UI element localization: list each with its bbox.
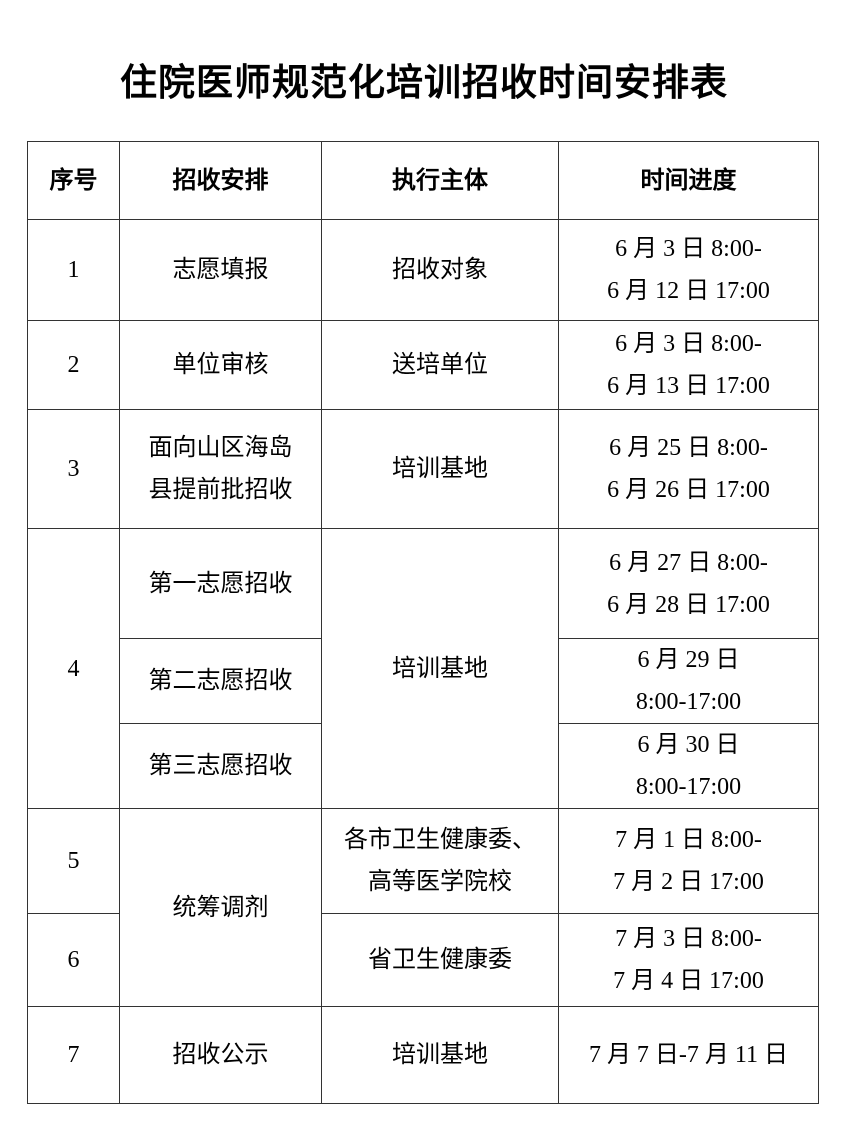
line: 招收公示 (172, 1042, 269, 1068)
line: 7 月 3 日 8:00- (615, 926, 762, 952)
cell-subject: 送培单位 (321, 320, 559, 410)
line: 6 月 27 日 8:00- (609, 549, 768, 576)
cell-time: 6 月 27 日 8:00- 6 月 28 日 17:00 (558, 528, 819, 639)
line: 7 月 1 日 8:00- (615, 827, 762, 853)
header-arrangement: 招收安排 (119, 141, 322, 220)
line: 6 月 28 日 17:00 (607, 591, 770, 618)
cell-number: 4 (27, 528, 120, 809)
page-title: 住院医师规范化培训招收时间安排表 (120, 63, 728, 104)
table-row: 第二志愿招收 6 月 29 日 8:00-17:00 (28, 638, 819, 724)
line: 第二志愿招收 (148, 668, 293, 694)
cell-subject: 省卫生健康委 (321, 913, 559, 1007)
cell-arrangement: 第二志愿招收 (119, 638, 322, 724)
line: 各市卫生健康委、 (344, 827, 536, 853)
table-row: 5 统筹调剂 各市卫生健康委、 高等医学院校 7 月 1 日 8:00- 7 月 2… (27, 808, 819, 1007)
line: 6 月 3 日 8:00- (615, 236, 762, 262)
line: 第三志愿招收 (148, 753, 293, 779)
cell-time: 7 月 3 日 8:00- 7 月 4 日 17:00 (558, 913, 819, 1007)
line: 8:00-17:00 (635, 774, 742, 800)
line: 6 月 3 日 8:00- (615, 331, 762, 357)
cell-number: 7 (27, 1006, 120, 1104)
line: 6 月 26 日 17:00 (607, 477, 770, 503)
cell-arrangement: 志愿填报 (119, 219, 322, 321)
line: 6 月 30 日 (637, 732, 740, 758)
table-row: 6 省卫生健康委 7 月 3 日 8:00- 7 月 4 日 17:00 (27, 913, 819, 1007)
cell-subject: 培训基地 (321, 409, 559, 529)
line: 送培单位 (392, 352, 488, 378)
table-row: 4 第一志愿招收 培训基地 6 月 27 日 8:00- 6 月 28 日 17:… (27, 528, 819, 809)
cell-time: 6 月 3 日 8:00- 6 月 13 日 17:00 (558, 320, 819, 410)
schedule-table: 序号 招收安排 执行主体 时间进度 1 志愿填报 招收对象 6 月 3 日 8:… (27, 141, 819, 1104)
line: 志愿填报 (172, 257, 269, 283)
line: 培训基地 (392, 1042, 488, 1068)
table-header-row: 序号 招收安排 执行主体 时间进度 (27, 141, 819, 220)
cell-arrangement: 第三志愿招收 (119, 723, 322, 809)
table-row: 第三志愿招收 6 月 30 日 8:00-17:00 (28, 723, 819, 809)
line: 面向山区海岛 (148, 435, 293, 461)
line: 县提前批招收 (148, 477, 293, 503)
cell-arrangement: 面向山区海岛 县提前批招收 (119, 409, 322, 529)
cell-arrangement: 统筹调剂 (119, 808, 322, 1007)
header-subject: 执行主体 (321, 141, 559, 220)
line: 7 月 2 日 17:00 (613, 869, 764, 895)
cell-subject: 培训基地 (321, 528, 559, 809)
header-number: 序号 (27, 141, 120, 220)
cell-time: 6 月 25 日 8:00- 6 月 26 日 17:00 (558, 409, 819, 529)
cell-time: 6 月 3 日 8:00- 6 月 12 日 17:00 (558, 219, 819, 321)
line: 6 月 13 日 17:00 (607, 373, 770, 399)
cell-arrangement: 招收公示 (119, 1006, 322, 1104)
cell-time: 6 月 29 日 8:00-17:00 (558, 638, 819, 724)
line: 培训基地 (392, 655, 488, 682)
cell-subject: 招收对象 (321, 219, 559, 321)
cell-number: 2 (27, 320, 120, 410)
line: 7 月 4 日 17:00 (613, 968, 764, 994)
cell-arrangement: 单位审核 (119, 320, 322, 410)
cell-number: 6 (27, 913, 120, 1007)
table-row: 2 单位审核 送培单位 6 月 3 日 8:00- 6 月 13 日 17:00 (27, 320, 819, 410)
table-row: 3 面向山区海岛 县提前批招收 培训基地 6 月 25 日 8:00- 6 月 26… (27, 409, 819, 529)
cell-subject: 培训基地 (321, 1006, 559, 1104)
line: 7 月 7 日-7 月 11 日 (588, 1042, 789, 1068)
cell-time: 7 月 1 日 8:00- 7 月 2 日 17:00 (558, 808, 819, 914)
cell-subject: 各市卫生健康委、 高等医学院校 (321, 808, 559, 914)
header-time: 时间进度 (558, 141, 819, 220)
cell-number: 5 (27, 808, 120, 914)
line: 招收对象 (392, 257, 488, 283)
cell-arrangement: 第一志愿招收 (119, 528, 322, 639)
cell-number: 1 (27, 219, 120, 321)
line: 单位审核 (172, 352, 269, 378)
cell-time: 6 月 30 日 8:00-17:00 (558, 723, 819, 809)
table-row: 7 招收公示 培训基地 7 月 7 日-7 月 11 日 (27, 1006, 819, 1104)
line: 6 月 12 日 17:00 (607, 278, 770, 304)
line: 第一志愿招收 (148, 570, 293, 597)
cell-time: 7 月 7 日-7 月 11 日 (558, 1006, 819, 1104)
cell-number: 3 (27, 409, 120, 529)
line: 6 月 29 日 (637, 647, 740, 673)
table-row: 1 志愿填报 招收对象 6 月 3 日 8:00- 6 月 12 日 17:00 (27, 219, 819, 321)
line: 统筹调剂 (172, 894, 269, 921)
line: 6 月 25 日 8:00- (609, 435, 768, 461)
line: 8:00-17:00 (635, 689, 742, 715)
line: 培训基地 (392, 456, 488, 482)
line: 省卫生健康委 (368, 947, 512, 973)
line: 高等医学院校 (368, 869, 512, 895)
